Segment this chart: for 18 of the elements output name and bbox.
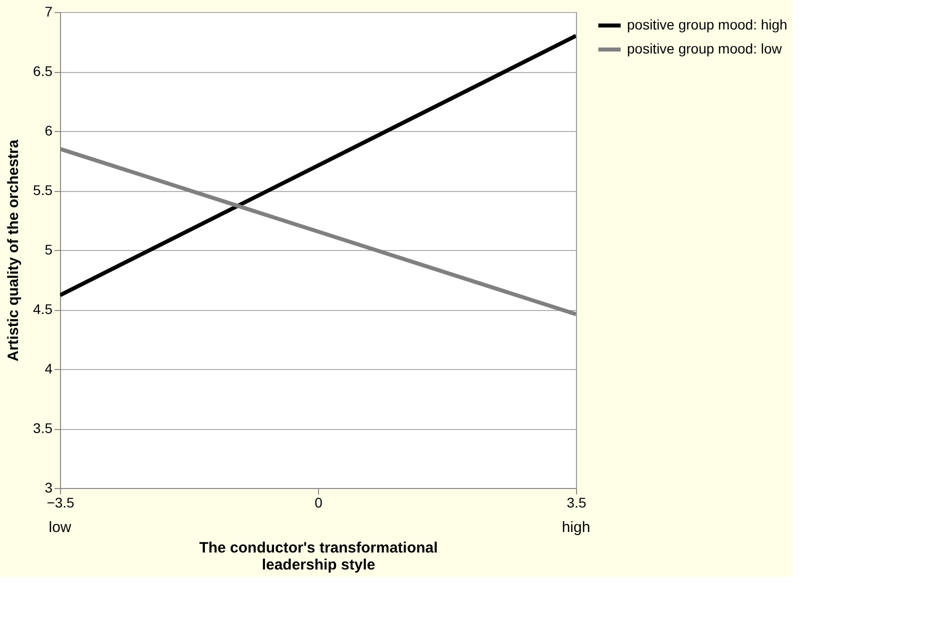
y-tick-label: 3.5 bbox=[33, 420, 53, 436]
x-axis-title: The conductor's transformational leadership style bbox=[199, 540, 438, 574]
y-tick-label: 6.5 bbox=[33, 63, 53, 79]
y-tick-label: 4.5 bbox=[33, 301, 53, 317]
x-tick-label: −3.5 bbox=[46, 494, 75, 510]
text: high bbox=[562, 519, 590, 536]
y-axis-title: Artistic quality of the orchestra bbox=[5, 138, 22, 362]
x-tick-label: 3.5 bbox=[566, 494, 586, 510]
y-tick-label: 5 bbox=[44, 242, 53, 258]
text: low bbox=[48, 519, 72, 536]
x-tick-label: 0 bbox=[314, 494, 323, 510]
y-tick-label: 4 bbox=[44, 360, 53, 376]
y-tick-label: 3 bbox=[44, 480, 53, 496]
legend-label: positive group mood: low bbox=[627, 40, 783, 56]
y-tick-label: 7 bbox=[44, 4, 53, 20]
y-tick-label: 5.5 bbox=[33, 182, 53, 198]
legend-label: positive group mood: high bbox=[627, 16, 788, 32]
y-tick-label: 6 bbox=[44, 122, 53, 138]
